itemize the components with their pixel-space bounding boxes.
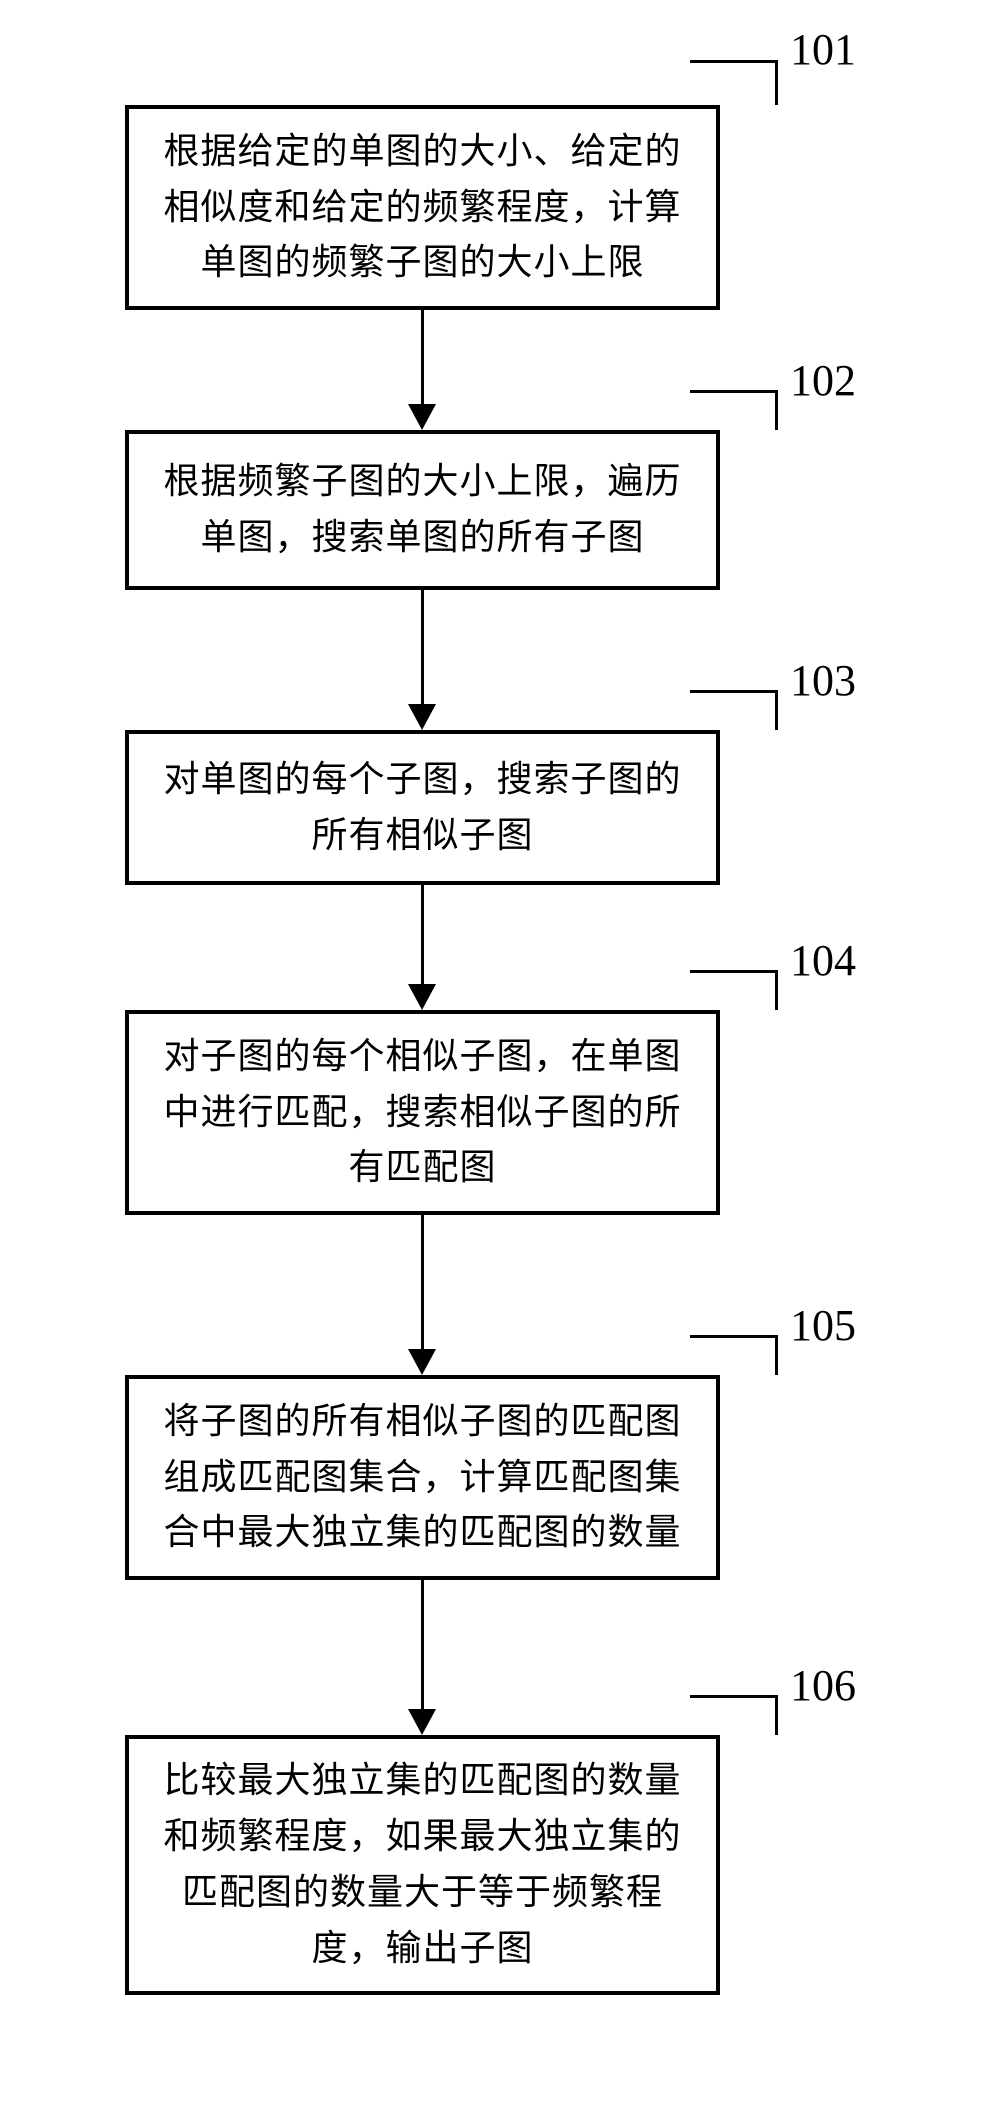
flow-arrow-head: [408, 984, 436, 1010]
flow-arrow-head: [408, 404, 436, 430]
label-lead-line: [690, 690, 778, 730]
flow-step-label-105: 105: [790, 1300, 856, 1351]
flow-arrow-line: [421, 1215, 424, 1349]
flow-arrow-head: [408, 1349, 436, 1375]
flow-step-103: 对单图的每个子图，搜索子图的所有相似子图: [125, 730, 720, 885]
flow-arrow-head: [408, 1709, 436, 1735]
flow-step-label-101: 101: [790, 24, 856, 75]
label-lead-line: [690, 1335, 778, 1375]
flow-arrow-line: [421, 885, 424, 984]
label-lead-line: [690, 60, 778, 105]
flow-step-text: 根据频繁子图的大小上限，遍历单图，搜索单图的所有子图: [149, 454, 696, 566]
flow-step-label-106: 106: [790, 1660, 856, 1711]
flow-step-101: 根据给定的单图的大小、给定的相似度和给定的频繁程度，计算单图的频繁子图的大小上限: [125, 105, 720, 310]
label-lead-line: [690, 1695, 778, 1735]
flow-arrow-head: [408, 704, 436, 730]
flow-arrow-line: [421, 1580, 424, 1709]
flow-step-text: 比较最大独立集的匹配图的数量和频繁程度，如果最大独立集的匹配图的数量大于等于频繁…: [149, 1753, 696, 1976]
flow-step-label-103: 103: [790, 655, 856, 706]
flow-step-text: 对子图的每个相似子图，在单图中进行匹配，搜索相似子图的所有匹配图: [149, 1029, 696, 1196]
label-lead-line: [690, 970, 778, 1010]
flow-step-text: 根据给定的单图的大小、给定的相似度和给定的频繁程度，计算单图的频繁子图的大小上限: [149, 124, 696, 291]
flow-step-text: 将子图的所有相似子图的匹配图组成匹配图集合，计算匹配图集合中最大独立集的匹配图的…: [149, 1394, 696, 1561]
flow-step-label-102: 102: [790, 355, 856, 406]
label-lead-line: [690, 390, 778, 430]
flow-step-104: 对子图的每个相似子图，在单图中进行匹配，搜索相似子图的所有匹配图: [125, 1010, 720, 1215]
flow-step-106: 比较最大独立集的匹配图的数量和频繁程度，如果最大独立集的匹配图的数量大于等于频繁…: [125, 1735, 720, 1995]
flow-step-label-104: 104: [790, 935, 856, 986]
flow-arrow-line: [421, 590, 424, 704]
flow-arrow-line: [421, 310, 424, 404]
flow-step-102: 根据频繁子图的大小上限，遍历单图，搜索单图的所有子图: [125, 430, 720, 590]
flow-step-text: 对单图的每个子图，搜索子图的所有相似子图: [149, 752, 696, 864]
flow-step-105: 将子图的所有相似子图的匹配图组成匹配图集合，计算匹配图集合中最大独立集的匹配图的…: [125, 1375, 720, 1580]
